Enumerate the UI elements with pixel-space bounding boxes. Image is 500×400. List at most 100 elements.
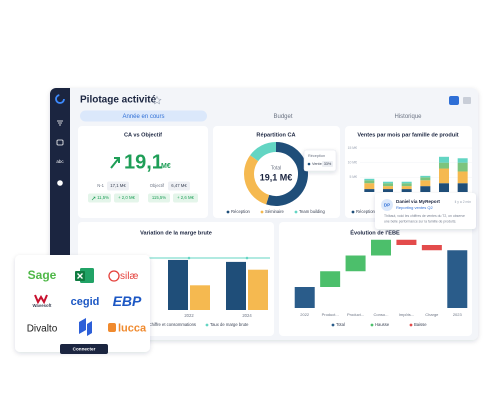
legend-label: Séminaire [265, 209, 285, 214]
waterfall-bar [320, 271, 341, 287]
body-line: une belle performance sur la famille de … [384, 219, 456, 223]
notification[interactable]: DP Daniel via MyReport Reporting ventes … [375, 193, 476, 229]
bar-segment [364, 183, 375, 190]
value: 115,5% [152, 195, 166, 200]
waterfall-bar [396, 239, 417, 245]
legend-label: Réception [356, 209, 376, 214]
tab[interactable]: Historique [394, 114, 422, 120]
bar-segment [401, 189, 412, 192]
bar-segment [364, 178, 375, 181]
donut-card: Répartition CA Total 19,1 M€ Réception Sé… [226, 132, 326, 214]
x-tick-label: 2022 [300, 312, 310, 317]
silae-mark [108, 270, 120, 282]
tooltip-title: Réception [308, 154, 325, 158]
label: N-1 [97, 183, 104, 188]
bar-segment [364, 189, 375, 192]
list-view-toggle[interactable] [463, 97, 471, 104]
bar-segment [420, 177, 431, 181]
bar [190, 285, 210, 310]
bar-segment [383, 186, 393, 190]
card-title: Variation de la marge brute [140, 230, 212, 236]
active-tab-bg[interactable] [80, 110, 207, 122]
tab[interactable]: Année en cours [122, 114, 164, 120]
bar-segment [383, 183, 393, 187]
legend-dot [409, 323, 413, 327]
pill [107, 181, 129, 191]
line-point [245, 256, 249, 260]
bar-segment [383, 189, 393, 192]
x-tick-label: 2022 [184, 313, 194, 318]
sidebar-label[interactable]: abc [56, 159, 64, 164]
logo [55, 94, 65, 104]
time: Il y a 2 min [455, 200, 472, 204]
legend-dot [331, 323, 335, 327]
line-point [187, 256, 191, 260]
bar [226, 261, 246, 310]
value: 17,1 M€ [110, 183, 126, 188]
card-title: CA vs Objectif [124, 132, 162, 138]
wavesoft-mark [34, 294, 48, 305]
legend-dot [370, 323, 374, 327]
tooltip-value: 33% [324, 162, 332, 166]
bar-segment [457, 162, 468, 172]
waterfall-bar [294, 287, 315, 308]
logo-cegid: cegid [71, 296, 100, 308]
legend-label: Chiffre et consommations [149, 322, 196, 327]
pill [88, 193, 111, 203]
legend-label: Total [336, 322, 345, 327]
bar-segment [439, 183, 449, 192]
bar-segment [383, 181, 393, 184]
favorite-star[interactable] [152, 95, 162, 105]
bar-segment [401, 186, 412, 190]
bar-segment [401, 181, 412, 184]
legend-dot [260, 210, 264, 214]
pill [168, 181, 190, 191]
avatar-initials: DP [384, 202, 390, 207]
body-line: Thibaut, voici les chiffres de ventes du… [384, 214, 465, 218]
pill [322, 161, 333, 167]
bar-segment [439, 162, 449, 169]
tooltip: Réception Ventes 33% [303, 149, 337, 172]
notification-bg[interactable] [375, 193, 476, 229]
value: + 2,6 M€ [177, 195, 194, 200]
subject: Reporting ventes Q2 [396, 205, 433, 210]
donut-segment [244, 155, 270, 205]
card-title: Ventes par mois par famille de produit [357, 132, 458, 138]
legend-label: Team building [299, 209, 326, 214]
legend-dot [351, 210, 355, 214]
waterfall-bar [371, 239, 391, 256]
pill [114, 193, 139, 203]
value: + 2,0 M€ [118, 195, 135, 200]
tab[interactable]: Budget [273, 114, 292, 120]
legend-dot [205, 323, 209, 327]
legend-label: Réception [231, 209, 251, 214]
bar-segment [420, 180, 431, 187]
bar [168, 259, 188, 310]
connect-button-label[interactable]: Connecter [73, 346, 96, 351]
integrations-bg [15, 255, 150, 352]
bar-segment [457, 171, 468, 184]
pill [148, 193, 170, 203]
x-tick-label: Charge [425, 312, 439, 317]
sales-card: Ventes par mois par famille de produit 5… [348, 132, 472, 214]
y-tick-label: 10 M€ [348, 161, 358, 165]
connect-button[interactable] [60, 344, 108, 354]
logo-wavesoft: Wavesoft [33, 303, 53, 308]
legend-dot [226, 210, 230, 214]
info-icon[interactable] [57, 180, 63, 186]
logo-ebp: EBP [113, 293, 142, 309]
logo-silae: silæ [120, 271, 138, 282]
logo-sage: Sage [28, 268, 57, 282]
donut-segment [250, 142, 277, 162]
lucca-mark [108, 323, 116, 332]
message-icon[interactable] [56, 139, 64, 146]
legend-dot [294, 210, 298, 214]
logo-excel [75, 268, 94, 283]
trend-arrow [91, 196, 96, 201]
bar [248, 269, 268, 310]
grid-view-toggle[interactable] [449, 96, 459, 105]
legend-label: Baisse [414, 322, 427, 327]
waterfall-bar [447, 250, 468, 308]
card [279, 222, 472, 336]
y-tick-label: 5 M€ [349, 175, 357, 179]
